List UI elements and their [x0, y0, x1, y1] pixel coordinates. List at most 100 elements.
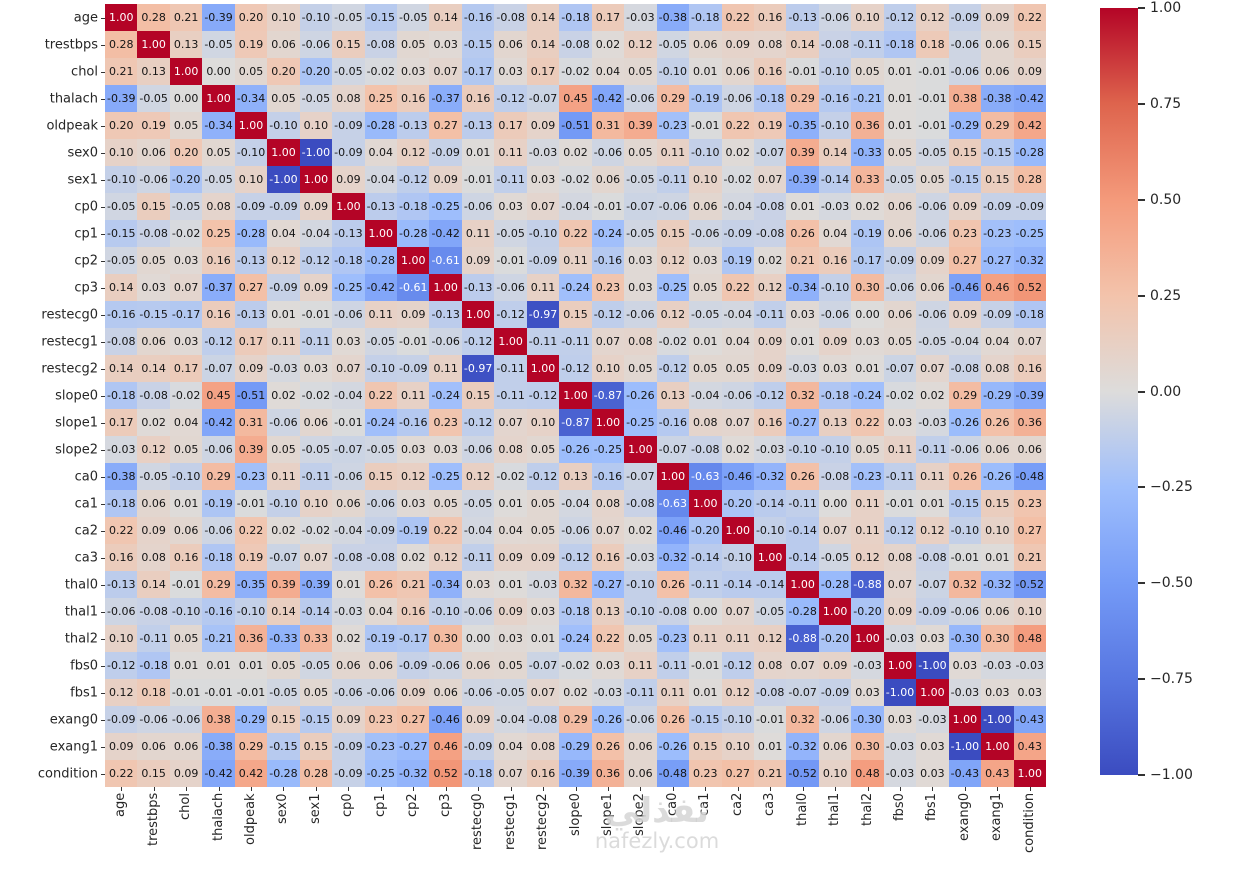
heatmap-cell: -0.28 — [818, 571, 852, 598]
heatmap-cell: -0.02 — [169, 220, 203, 247]
heatmap-cell: 0.01 — [883, 112, 917, 139]
heatmap-cell: 0.06 — [624, 733, 657, 760]
heatmap-cell: 0.06 — [689, 193, 722, 220]
heatmap-cell: 0.20 — [234, 4, 268, 31]
heatmap-cell: 0.03 — [461, 571, 495, 598]
heatmap-cell: 0.00 — [169, 85, 203, 112]
y-tick-mark — [101, 719, 105, 721]
heatmap-cell: -0.05 — [364, 436, 398, 463]
heatmap-cell: 0.23 — [364, 706, 398, 733]
colorbar-tick-0.00: 0.00 — [1138, 384, 1238, 400]
y-tick-mark — [101, 449, 105, 451]
heatmap-cell: -0.05 — [494, 679, 527, 706]
heatmap-cell: -0.08 — [818, 463, 852, 490]
heatmap-cell: -0.09 — [981, 301, 1014, 328]
heatmap-cell: 0.38 — [948, 85, 982, 112]
heatmap-cell: -0.42 — [202, 409, 235, 436]
heatmap-cell: -0.12 — [526, 463, 560, 490]
heatmap-cell: 0.00 — [818, 490, 852, 517]
heatmap-cell: 0.29 — [948, 382, 982, 409]
heatmap-cell: 0.03 — [169, 328, 203, 355]
heatmap-cell: -1.00 — [267, 166, 300, 193]
heatmap-cell: -0.27 — [786, 409, 819, 436]
heatmap-cell: 0.05 — [169, 112, 203, 139]
heatmap-grid: 1.00 0.28 0.21 -0.39 0.20 0.10 -0.10 -0.05 -0.15… — [105, 4, 1046, 787]
x-tick-label-cp2: cp2 — [405, 793, 421, 817]
y-tick-label-cp0: cp0 — [74, 199, 98, 214]
heatmap-cell: -0.08 — [364, 544, 398, 571]
colorbar-tick-−1.00: −1.00 — [1138, 767, 1238, 783]
heatmap-cell: 0.26 — [786, 220, 819, 247]
heatmap-cell: -0.32 — [753, 463, 787, 490]
heatmap-cell: -0.42 — [429, 220, 462, 247]
heatmap-cell: -0.06 — [916, 220, 949, 247]
heatmap-cell: -0.97 — [461, 355, 495, 382]
x-axis-labels: age trestbps chol thalach oldpeak sex0 sex1 cp0… — [105, 787, 1046, 871]
heatmap-cell: 0.36 — [234, 625, 268, 652]
heatmap-cell: 0.03 — [624, 247, 657, 274]
heatmap-cell: -0.07 — [624, 193, 657, 220]
heatmap-cell: 0.13 — [169, 31, 203, 58]
heatmap-cell: 0.12 — [916, 517, 949, 544]
heatmap-cell: -0.01 — [332, 409, 365, 436]
heatmap-cell: -0.34 — [234, 85, 268, 112]
heatmap-cell: 0.06 — [916, 274, 949, 301]
heatmap-cell: 0.42 — [1013, 112, 1046, 139]
heatmap-cell: -0.03 — [267, 355, 300, 382]
heatmap-cell: -0.25 — [429, 463, 462, 490]
heatmap-cell: 0.07 — [916, 355, 949, 382]
heatmap-cell: -0.01 — [234, 679, 268, 706]
x-tick-mark — [348, 787, 350, 791]
heatmap-cell: -0.20 — [299, 58, 333, 85]
heatmap-cell: 0.05 — [916, 166, 949, 193]
heatmap-cell: 0.17 — [526, 58, 560, 85]
heatmap-cell: 0.28 — [299, 760, 333, 787]
heatmap-cell: 0.39 — [786, 139, 819, 166]
heatmap-cell: -0.01 — [689, 112, 722, 139]
heatmap-cell: 0.10 — [105, 625, 138, 652]
heatmap-cell: -0.16 — [461, 4, 495, 31]
heatmap-cell: 0.11 — [429, 355, 462, 382]
heatmap-cell: 0.08 — [753, 652, 787, 679]
heatmap-cell: -0.08 — [105, 328, 138, 355]
heatmap-cell: -0.06 — [461, 679, 495, 706]
heatmap-cell: -0.14 — [786, 517, 819, 544]
heatmap-cell: 0.17 — [591, 4, 625, 31]
heatmap-cell: -0.13 — [461, 274, 495, 301]
x-tick-label-thal2: thal2 — [859, 793, 875, 827]
heatmap-cell: -0.08 — [656, 598, 690, 625]
heatmap-cell: -0.07 — [753, 139, 787, 166]
heatmap-cell: 1.00 — [397, 247, 430, 274]
heatmap-cell: 0.15 — [948, 139, 982, 166]
heatmap-cell: 1.00 — [137, 31, 170, 58]
colorbar-tick-−0.50: −0.50 — [1138, 575, 1238, 591]
heatmap-cell: -0.32 — [981, 571, 1014, 598]
heatmap-cell: 0.10 — [299, 490, 333, 517]
heatmap-cell: -0.12 — [753, 382, 787, 409]
heatmap-cell: -0.08 — [559, 31, 592, 58]
heatmap-cell: 0.19 — [234, 544, 268, 571]
heatmap-cell: -0.09 — [364, 517, 398, 544]
heatmap-cell: -0.04 — [559, 193, 592, 220]
heatmap-cell: 0.05 — [397, 31, 430, 58]
heatmap-cell: 0.07 — [753, 166, 787, 193]
x-tick-label-sex0: sex0 — [275, 793, 291, 824]
heatmap-cell: 0.09 — [332, 166, 365, 193]
heatmap-cell: -0.05 — [332, 4, 365, 31]
heatmap-cell: -0.12 — [397, 166, 430, 193]
heatmap-cell: 0.46 — [981, 274, 1014, 301]
heatmap-cell: -0.21 — [202, 625, 235, 652]
heatmap-cell: 0.21 — [1013, 544, 1046, 571]
heatmap-cell: 0.05 — [883, 139, 917, 166]
heatmap-cell: -0.26 — [559, 436, 592, 463]
heatmap-cell: 0.05 — [267, 85, 300, 112]
heatmap-cell: -0.48 — [656, 760, 690, 787]
colorbar-tick-0.25: 0.25 — [1138, 288, 1238, 304]
y-tick-label-thal1: thal1 — [64, 604, 98, 619]
heatmap-cell: -0.63 — [689, 463, 722, 490]
y-tick-label-ca3: ca3 — [74, 550, 98, 565]
heatmap-cell: -0.03 — [818, 193, 852, 220]
x-tick-label-oldpeak: oldpeak — [243, 793, 259, 845]
heatmap-cell: 0.01 — [916, 490, 949, 517]
heatmap-cell: 0.06 — [364, 652, 398, 679]
